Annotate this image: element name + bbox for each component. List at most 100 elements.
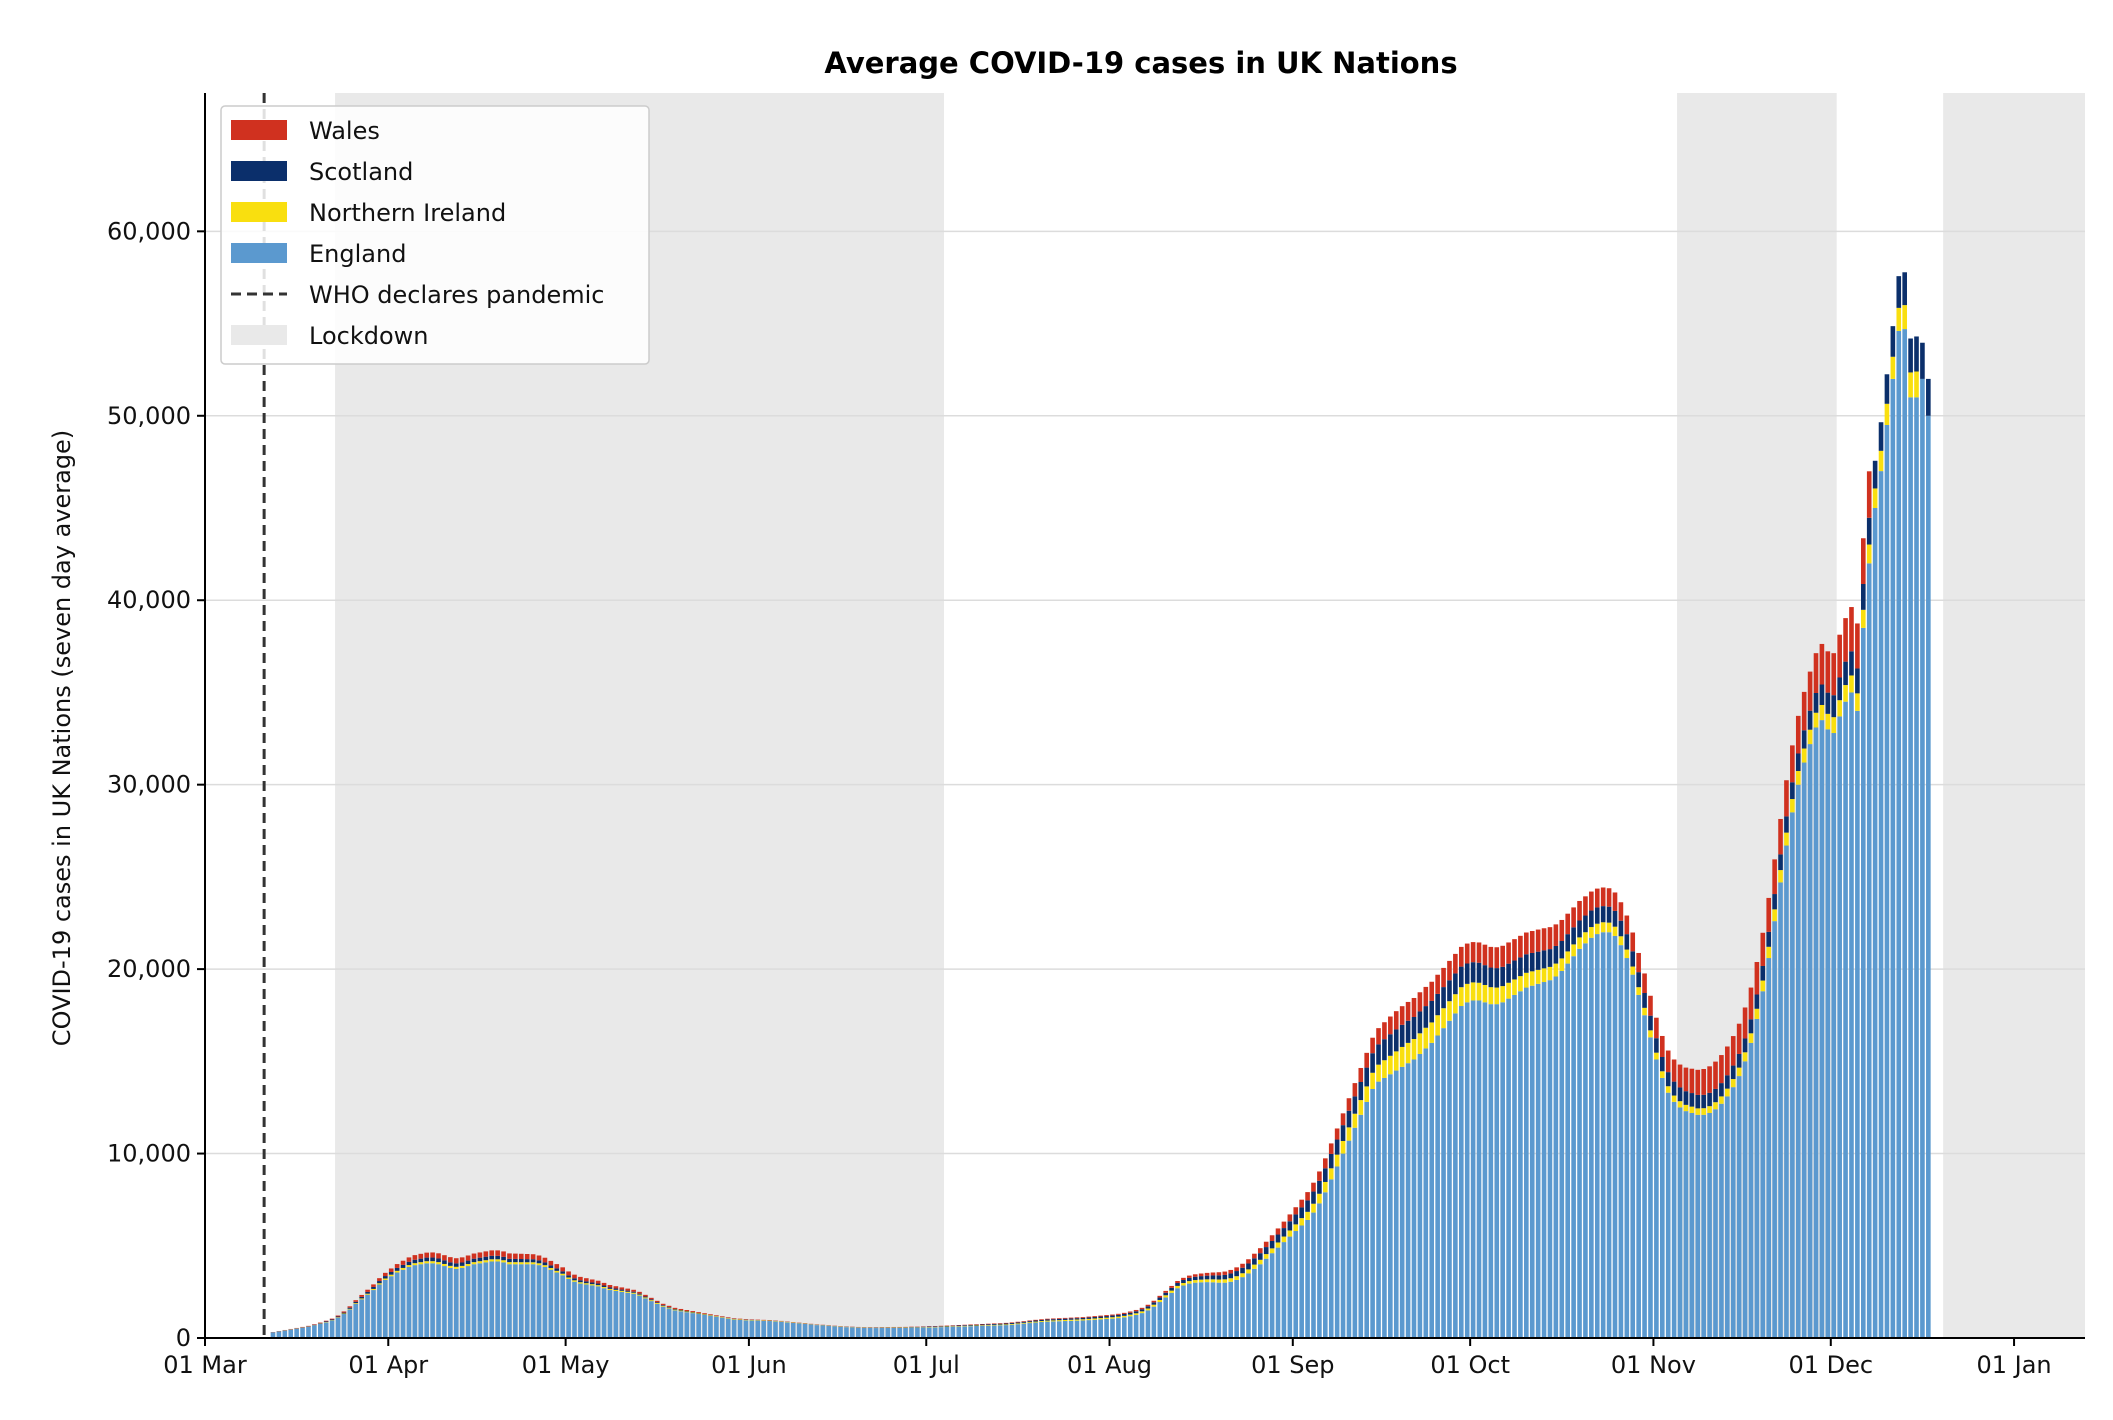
bar-segment bbox=[1169, 1285, 1174, 1288]
legend-label: Scotland bbox=[309, 158, 413, 186]
bar-segment bbox=[921, 1327, 926, 1338]
bar-segment bbox=[477, 1263, 483, 1338]
bar-segment bbox=[595, 1285, 601, 1287]
bar-segment bbox=[1600, 932, 1606, 1338]
bar-segment bbox=[1565, 963, 1571, 1338]
bar-segment bbox=[1843, 685, 1848, 702]
bar-segment bbox=[1163, 1290, 1168, 1293]
bar-segment bbox=[1665, 1092, 1671, 1338]
bar-segment bbox=[1364, 1052, 1369, 1068]
bar-segment bbox=[406, 1265, 412, 1267]
bar-segment bbox=[394, 1272, 400, 1338]
bar-segment bbox=[1701, 1068, 1706, 1095]
bar-segment bbox=[1122, 1315, 1127, 1318]
bar-segment bbox=[542, 1265, 548, 1267]
bar-segment bbox=[1228, 1269, 1234, 1274]
bar-segment bbox=[1127, 1316, 1133, 1338]
bar-segment bbox=[1654, 1038, 1659, 1053]
bar-segment bbox=[1801, 762, 1807, 1338]
bar-segment bbox=[1825, 713, 1831, 730]
bar-segment bbox=[424, 1261, 429, 1264]
bar-segment bbox=[1411, 1059, 1417, 1338]
bar-segment bbox=[654, 1302, 660, 1304]
bar-segment bbox=[844, 1327, 849, 1338]
bar-segment bbox=[365, 1289, 370, 1292]
bar-segment bbox=[1287, 1221, 1293, 1231]
bar-segment bbox=[1056, 1320, 1062, 1322]
bar-segment bbox=[1748, 1019, 1754, 1034]
bar-segment bbox=[1624, 958, 1630, 1338]
bar-segment bbox=[1636, 972, 1641, 988]
bar-segment bbox=[1086, 1318, 1092, 1321]
bar-segment bbox=[962, 1326, 967, 1338]
bar-segment bbox=[1683, 1104, 1689, 1112]
bar-segment bbox=[956, 1326, 962, 1338]
bar-segment bbox=[595, 1286, 601, 1338]
bar-segment bbox=[1033, 1319, 1038, 1321]
bar-segment bbox=[1506, 982, 1511, 999]
bar-segment bbox=[1713, 1088, 1718, 1103]
bar-segment bbox=[418, 1262, 424, 1265]
lockdown-band-3 bbox=[1943, 93, 2085, 1338]
bar-segment bbox=[1583, 932, 1588, 944]
bar-segment bbox=[1695, 1069, 1701, 1095]
bar-segment bbox=[637, 1291, 642, 1294]
bar-segment bbox=[1334, 1139, 1340, 1155]
bar-segment bbox=[1056, 1321, 1062, 1338]
bar-segment bbox=[1541, 982, 1547, 1338]
bar-segment bbox=[619, 1291, 625, 1338]
bar-segment bbox=[1766, 897, 1772, 932]
bar-segment bbox=[684, 1310, 690, 1311]
bar-segment bbox=[1896, 307, 1902, 331]
bar-segment bbox=[1051, 1319, 1056, 1321]
bar-segment bbox=[1051, 1318, 1056, 1320]
bar-segment bbox=[1104, 1317, 1109, 1319]
bar-segment bbox=[1051, 1320, 1056, 1322]
bar-segment bbox=[838, 1326, 843, 1338]
bar-segment bbox=[1559, 940, 1565, 959]
bar-segment bbox=[1778, 870, 1783, 883]
bar-segment bbox=[1388, 1055, 1393, 1075]
legend-swatch bbox=[231, 202, 287, 222]
bar-segment bbox=[1068, 1319, 1074, 1321]
bar-segment bbox=[1571, 944, 1576, 957]
bar-segment bbox=[1518, 991, 1523, 1338]
bar-segment bbox=[986, 1324, 991, 1326]
bar-segment bbox=[1175, 1285, 1180, 1289]
bar-segment bbox=[1589, 927, 1594, 938]
bar-segment bbox=[1447, 980, 1452, 1002]
bar-segment bbox=[1500, 1002, 1505, 1338]
bar-segment bbox=[867, 1327, 873, 1338]
bar-segment bbox=[660, 1305, 666, 1306]
bar-segment bbox=[1104, 1316, 1109, 1318]
bar-segment bbox=[400, 1269, 406, 1338]
x-tick-label: 01 Dec bbox=[1788, 1351, 1873, 1379]
bar-segment bbox=[1926, 378, 1931, 416]
bar-segment bbox=[1210, 1272, 1216, 1276]
bar-segment bbox=[1730, 1065, 1736, 1080]
bar-segment bbox=[1772, 921, 1777, 1338]
bar-segment bbox=[660, 1305, 666, 1307]
bar-segment bbox=[1376, 1028, 1381, 1045]
bar-segment bbox=[513, 1253, 518, 1259]
bar-segment bbox=[459, 1262, 465, 1266]
chart-title: Average COVID-19 cases in UK Nations bbox=[824, 46, 1457, 80]
bar-segment bbox=[1382, 1077, 1387, 1338]
bar-segment bbox=[654, 1302, 660, 1303]
bar-segment bbox=[1263, 1254, 1269, 1259]
bar-segment bbox=[1317, 1203, 1322, 1338]
bar-segment bbox=[1606, 932, 1612, 1338]
bar-segment bbox=[1334, 1166, 1340, 1338]
bar-segment bbox=[1252, 1268, 1257, 1338]
bar-segment bbox=[1269, 1253, 1275, 1338]
bar-segment bbox=[1719, 1055, 1724, 1084]
bar-segment bbox=[406, 1257, 412, 1262]
bar-segment bbox=[1228, 1273, 1234, 1279]
bar-segment bbox=[1618, 945, 1624, 1338]
bar-segment bbox=[1429, 1022, 1435, 1043]
bar-segment bbox=[335, 1316, 341, 1318]
bar-segment bbox=[1240, 1263, 1245, 1268]
bar-segment bbox=[1399, 1006, 1405, 1025]
bar-segment bbox=[915, 1327, 920, 1338]
bar-segment bbox=[1192, 1276, 1198, 1281]
